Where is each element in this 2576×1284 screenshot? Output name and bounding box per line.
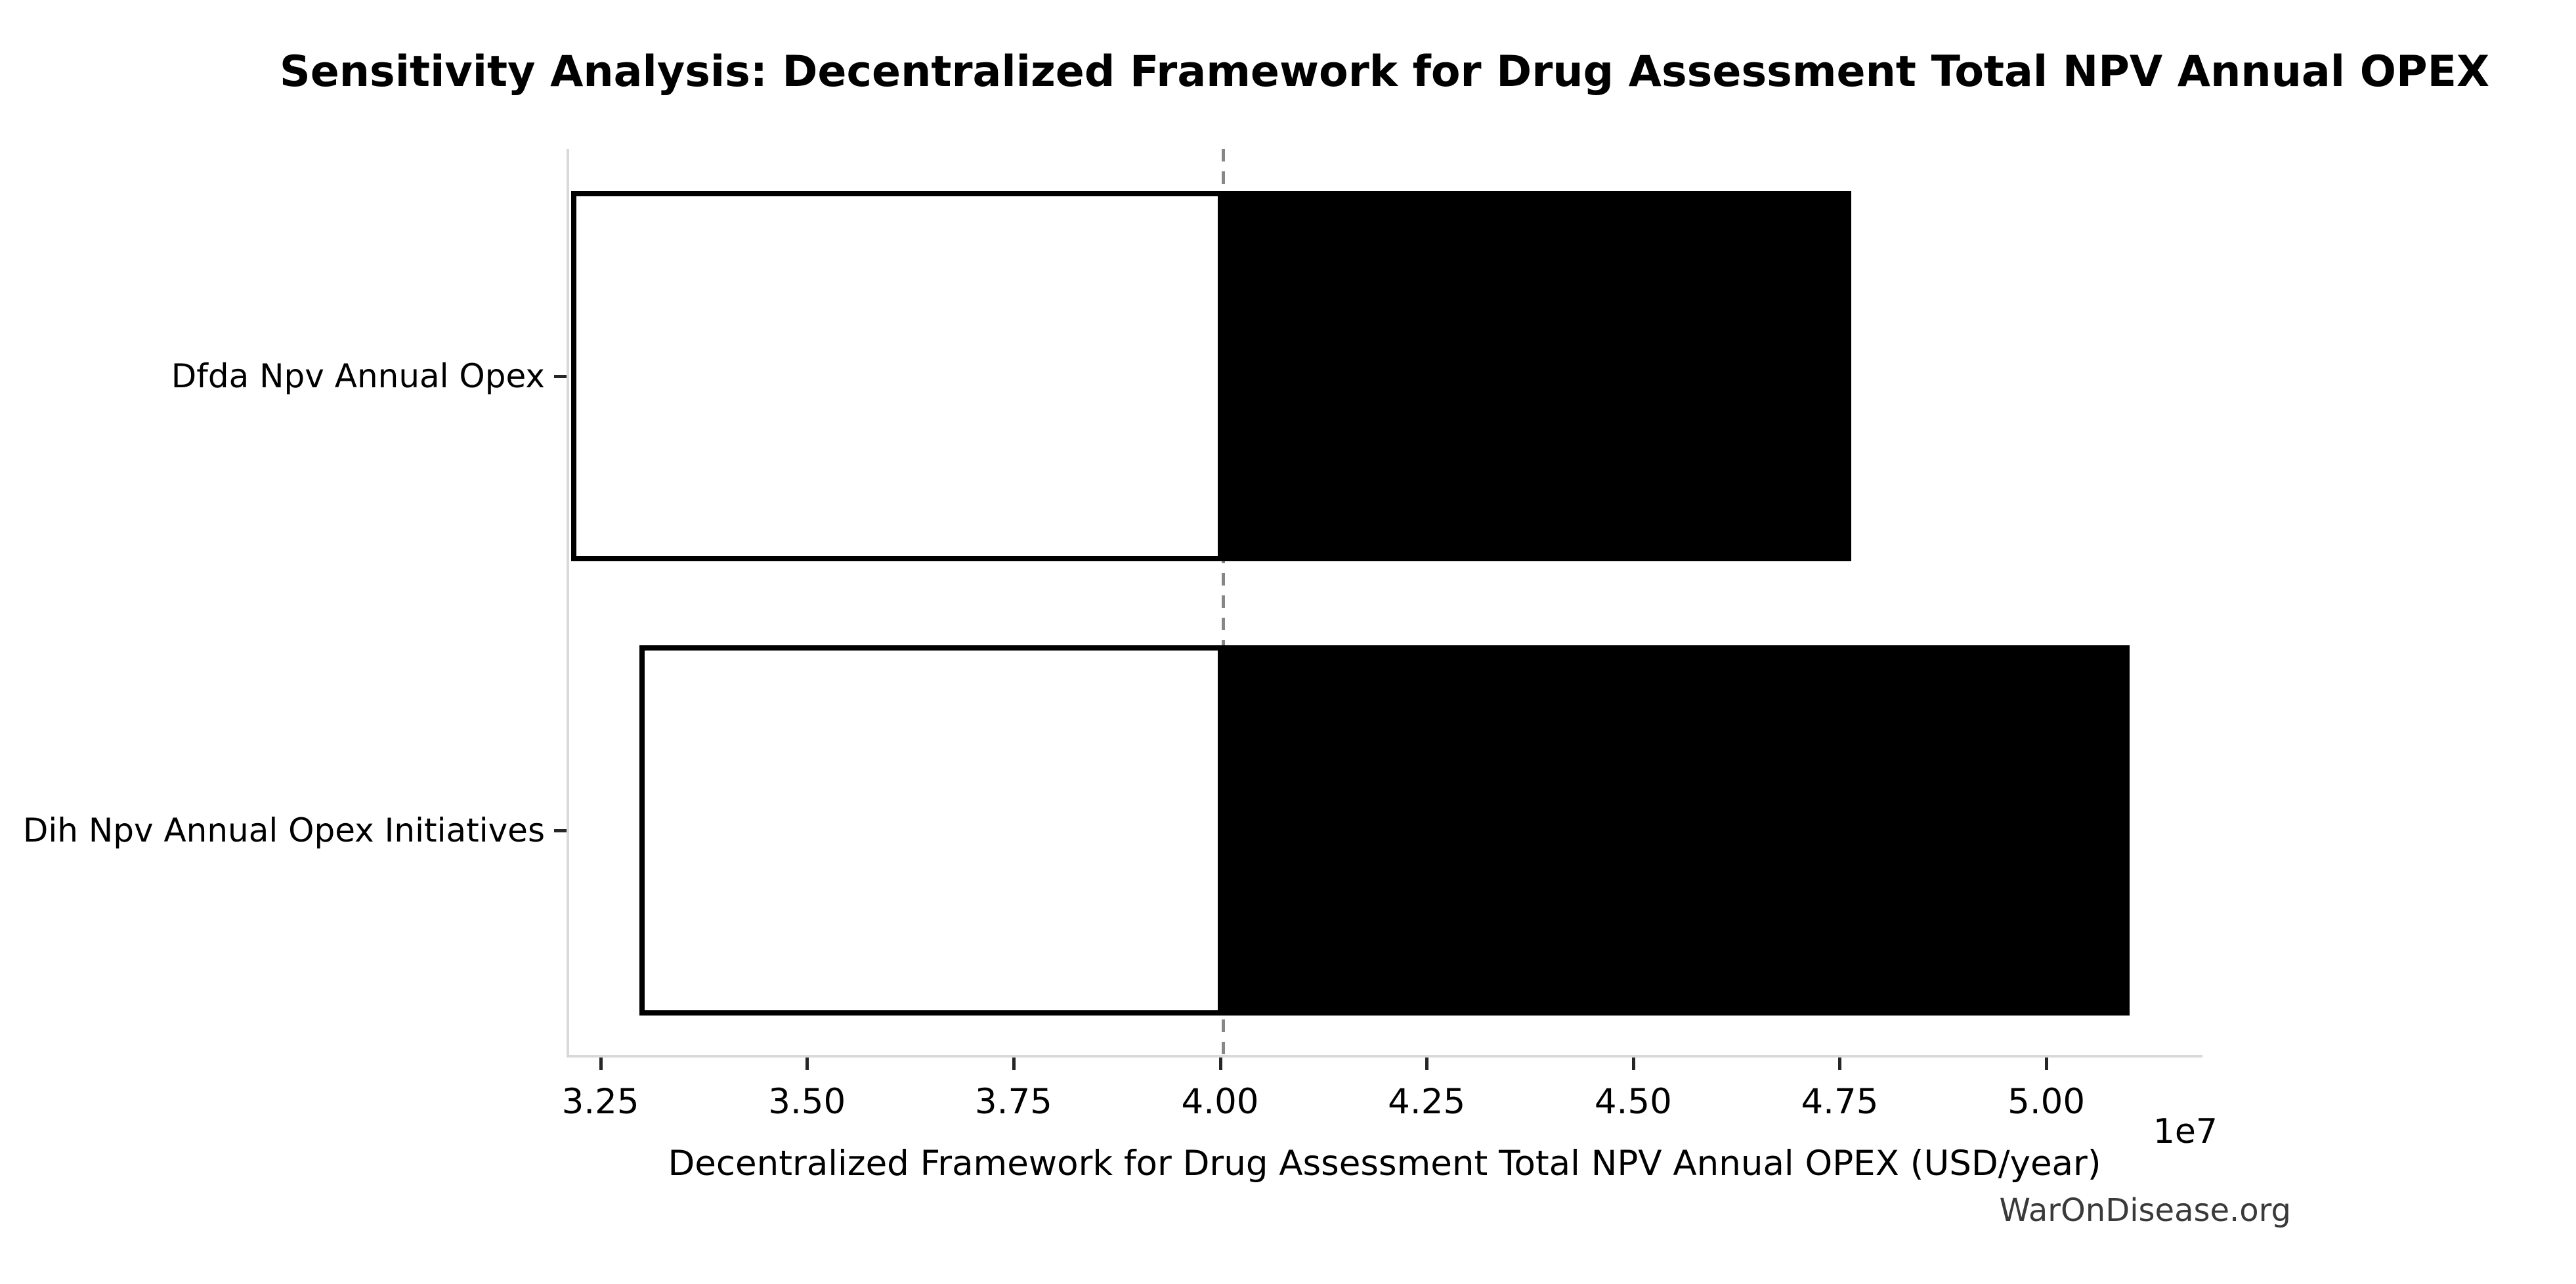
bar-low-2 bbox=[639, 645, 1223, 1016]
x-tick-mark bbox=[1631, 1058, 1635, 1070]
y-category-label: Dih Npv Annual Opex Initiatives bbox=[22, 811, 545, 849]
x-tick-label: 4.25 bbox=[1388, 1082, 1466, 1122]
y-category-label: Dfda Npv Annual Opex bbox=[171, 357, 545, 395]
y-tick-mark bbox=[554, 829, 567, 832]
x-tick-label: 5.00 bbox=[2007, 1082, 2086, 1122]
x-tick-mark bbox=[1012, 1058, 1016, 1070]
x-tick-label: 3.75 bbox=[974, 1082, 1052, 1122]
x-axis-label: Decentralized Framework for Drug Assessm… bbox=[668, 1144, 2101, 1184]
x-tick-mark bbox=[1838, 1058, 1842, 1070]
x-tick-mark bbox=[805, 1058, 809, 1070]
x-tick-label: 4.00 bbox=[1181, 1082, 1259, 1122]
plot-area bbox=[567, 149, 2202, 1058]
y-tick-mark bbox=[554, 375, 567, 378]
x-tick-mark bbox=[1218, 1058, 1222, 1070]
x-tick-mark bbox=[2045, 1058, 2049, 1070]
x-tick-mark bbox=[599, 1058, 603, 1070]
x-axis-offset-label: 1e7 bbox=[2153, 1112, 2218, 1151]
x-tick-label: 4.50 bbox=[1594, 1082, 1672, 1122]
bar-low-1 bbox=[570, 191, 1223, 561]
watermark-text: WarOnDisease.org bbox=[1999, 1192, 2291, 1229]
x-tick-label: 4.75 bbox=[1801, 1082, 1879, 1122]
bar-high-1 bbox=[1222, 191, 1852, 561]
x-tick-label: 3.25 bbox=[561, 1082, 639, 1122]
bar-high-2 bbox=[1222, 645, 2130, 1016]
x-tick-mark bbox=[1425, 1058, 1429, 1070]
x-tick-label: 3.50 bbox=[768, 1082, 846, 1122]
chart-title: Sensitivity Analysis: Decentralized Fram… bbox=[279, 47, 2490, 96]
base-value-dashed-line bbox=[1221, 149, 1225, 1055]
